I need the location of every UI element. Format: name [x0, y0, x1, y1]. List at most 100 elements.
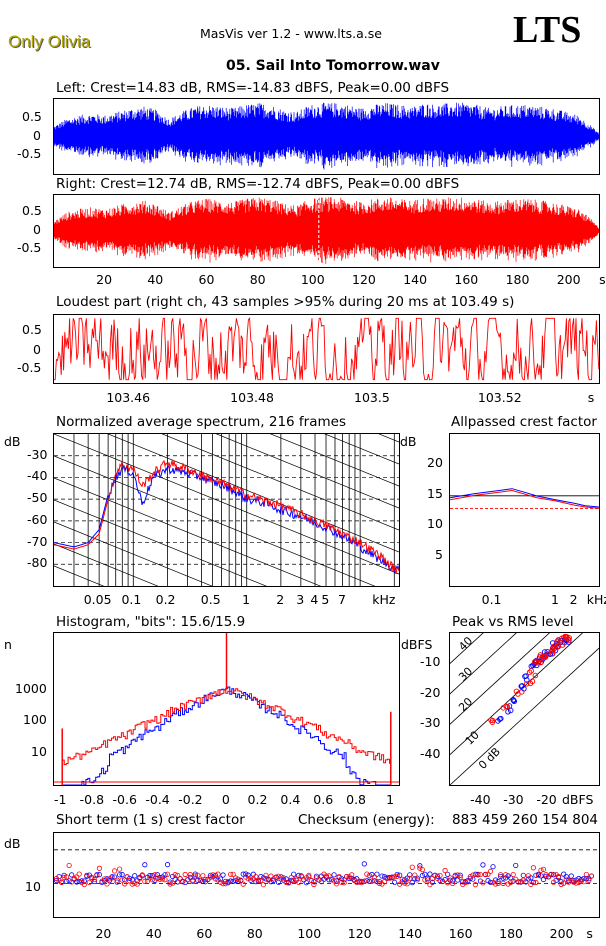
short-term-point — [550, 879, 557, 885]
short-term-point — [190, 878, 196, 884]
short-term-point — [427, 881, 433, 888]
short-term-point — [169, 880, 176, 886]
short-term-point — [162, 872, 168, 878]
histogram-xtick: 0.4 — [280, 792, 301, 807]
histogram-ytick: 100 — [23, 712, 47, 728]
short-term-xtick: 180 — [499, 926, 524, 941]
spectrum-xtick: 0.05 — [83, 592, 112, 607]
time-xtick: 160 — [454, 272, 479, 287]
short-term-point — [313, 873, 320, 879]
peak-rms-point — [503, 703, 509, 710]
short-term-point — [296, 879, 302, 885]
short-term-point — [561, 871, 567, 877]
peak-rms-point — [523, 681, 530, 687]
histogram-ytick: 10 — [31, 744, 47, 760]
short-term-point — [457, 874, 463, 880]
short-term-point — [419, 867, 425, 873]
short-term-point — [74, 879, 80, 885]
short-term-point — [197, 877, 203, 884]
short-term-point — [500, 880, 506, 886]
short-term-point — [142, 878, 148, 885]
short-term-point — [333, 878, 340, 884]
short-term-point — [311, 881, 317, 888]
short-term-point — [230, 871, 236, 877]
short-term-point — [480, 880, 486, 886]
short-term-point — [568, 873, 574, 879]
short-term-point — [561, 880, 567, 886]
short-term-point — [71, 875, 77, 881]
short-term-point — [389, 875, 395, 881]
short-term-point — [139, 872, 145, 878]
short-term-point — [286, 880, 292, 886]
short-term-point — [270, 877, 277, 884]
allpassed-series-left — [450, 488, 599, 508]
short-term-xtick: 20 — [95, 926, 112, 941]
short-term-point — [268, 873, 274, 879]
short-term-point — [195, 872, 201, 878]
checksum-label: Checksum (energy): — [298, 812, 435, 828]
short-term-point — [215, 871, 221, 877]
short-term-point — [538, 873, 544, 879]
short-term-point — [248, 877, 254, 883]
short-term-point — [510, 871, 516, 878]
lts-logo: LTS — [513, 9, 582, 51]
histogram-plot — [53, 632, 400, 786]
peak-rms-point — [505, 709, 511, 715]
short-term-point — [563, 876, 569, 882]
short-term-point — [258, 877, 264, 884]
short-term-point — [465, 879, 471, 885]
short-term-point — [200, 873, 206, 879]
short-term-point — [576, 879, 582, 885]
short-term-point — [369, 878, 375, 884]
short-term-point — [84, 872, 90, 878]
histogram-xtick: 1 — [386, 792, 395, 807]
short-term-point — [212, 872, 219, 878]
short-term-point — [583, 871, 589, 878]
short-term-point — [96, 872, 103, 878]
short-term-point — [520, 872, 526, 878]
peak-rms-point — [497, 716, 503, 722]
short-term-point — [132, 873, 138, 879]
allpassed-ytick: 10 — [427, 516, 443, 532]
spectrum-slope-line — [54, 477, 322, 586]
spectrum-ytick: -80 — [27, 555, 48, 571]
allpassed-ytick: 20 — [427, 455, 443, 471]
loudest-trace — [54, 317, 599, 381]
short-term-xtick: 120 — [347, 926, 372, 941]
short-term-point — [518, 878, 524, 885]
spectrum-slope-line — [54, 434, 399, 575]
short-term-point — [278, 874, 284, 880]
short-term-point — [407, 875, 413, 882]
short-term-ylabel: dB — [4, 836, 21, 851]
spectrum-slope-line — [215, 434, 399, 509]
short-term-point — [101, 876, 108, 882]
short-term-point — [392, 874, 398, 880]
short-term-point — [175, 879, 181, 885]
peak-rms-point — [551, 643, 558, 649]
peak-rms-diagonal-label: 40 — [456, 634, 475, 653]
short-term-point — [417, 865, 423, 871]
short-term-point — [230, 878, 236, 884]
short-term-point — [485, 871, 491, 877]
short-term-point — [167, 881, 173, 887]
short-term-point — [220, 881, 226, 887]
short-term-point — [149, 877, 156, 883]
short-term-point — [273, 875, 279, 881]
spectrum-slope-line — [54, 499, 267, 586]
app-title: MasVis ver 1.2 - www.lts.a.se — [200, 26, 382, 41]
short-term-point — [412, 876, 418, 882]
short-term-point — [328, 877, 335, 883]
short-term-point — [69, 879, 75, 885]
spectrum-xtick: 0.2 — [155, 592, 176, 607]
spectrum-slope-line — [269, 434, 399, 487]
spectrum-ytick: -50 — [27, 490, 48, 506]
peak-rms-title: Peak vs RMS level — [452, 614, 574, 630]
allpassed-ytick: 15 — [427, 485, 443, 501]
allpassed-ytick: 5 — [435, 546, 443, 562]
short-term-point — [195, 877, 201, 883]
short-term-point — [394, 873, 400, 879]
short-term-point — [344, 873, 350, 880]
short-term-point — [540, 866, 547, 872]
short-term-point — [129, 881, 135, 887]
short-term-point — [460, 879, 466, 885]
